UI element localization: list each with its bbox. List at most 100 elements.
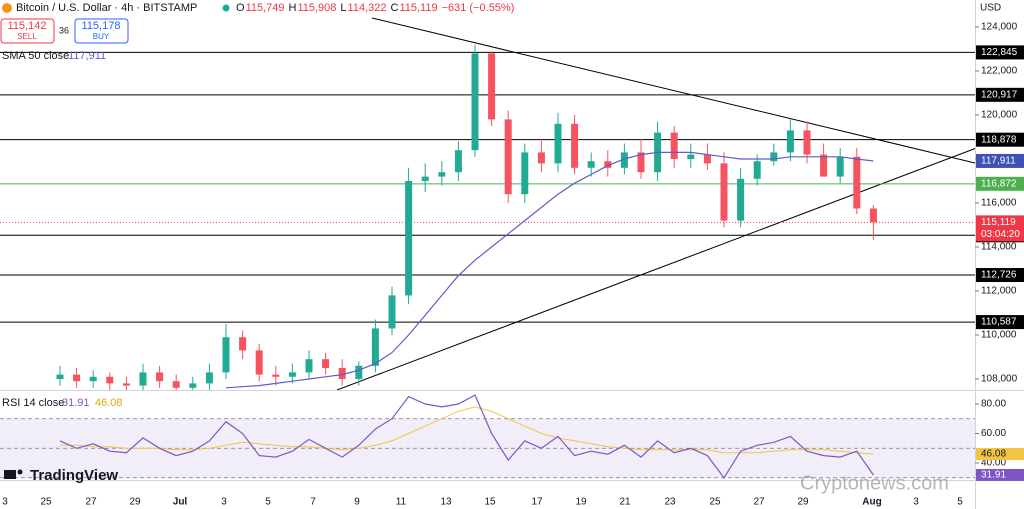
candle-body: [73, 374, 81, 382]
level-label: 112,726: [981, 270, 1017, 281]
candle-body: [670, 132, 678, 159]
trendline-lower: [336, 148, 975, 390]
ohlc-value: 114,322: [348, 2, 387, 14]
ohlc-value: 115,749: [246, 2, 285, 14]
y-tick-label: 116,000: [981, 198, 1017, 209]
level-badge: [976, 268, 1024, 283]
trendline-upper: [371, 17, 975, 164]
candle-body: [720, 163, 728, 221]
time-label: 3: [221, 497, 227, 508]
candle-body: [737, 178, 745, 221]
last-badge: [976, 215, 1024, 242]
rsi-value: 31.91: [62, 397, 90, 409]
sell-label: SELL: [17, 32, 37, 41]
time-label: 27: [753, 497, 765, 508]
candle-body: [803, 130, 811, 155]
time-label: 29: [797, 497, 809, 508]
change: −631 (−0.55%): [442, 2, 515, 14]
ohlc-key: O: [236, 2, 245, 14]
candle-body: [222, 337, 230, 373]
buy-label: BUY: [93, 32, 110, 41]
status-dot: [222, 4, 230, 12]
last-label: 115,119: [981, 217, 1016, 228]
candle-body: [537, 152, 545, 164]
logo-dot: [17, 469, 23, 475]
tradingview-logo: TradingView: [4, 467, 118, 484]
time-label: Aug: [862, 497, 881, 508]
time-label: 23: [664, 497, 676, 508]
candle-body: [853, 156, 861, 209]
time-label: 29: [129, 497, 141, 508]
time-label: 25: [709, 497, 721, 508]
candle-body: [571, 123, 579, 168]
rsi-badge: [976, 448, 1024, 461]
candle-body: [820, 154, 828, 177]
level-label: 110,587: [981, 317, 1017, 328]
price-pane: [0, 17, 975, 390]
time-label: Jul: [173, 497, 188, 508]
time-label: 9: [354, 497, 360, 508]
candle-body: [836, 156, 844, 177]
candle-body: [255, 350, 263, 375]
candle-body: [703, 154, 711, 164]
candle-body: [753, 161, 761, 179]
rsi-label: RSI 14 close: [2, 397, 64, 409]
countdown: 03:04:20: [981, 229, 1020, 240]
rsi-pane: [0, 394, 975, 479]
candle-body: [454, 150, 462, 173]
level-badge: [976, 87, 1024, 102]
time-label: 19: [575, 497, 587, 508]
level-label: 120,917: [981, 89, 1018, 100]
ohlc-key: H: [289, 2, 297, 14]
candle-body: [288, 372, 296, 377]
y-tick-label: 110,000: [981, 330, 1017, 341]
time-label: 11: [396, 497, 407, 508]
candle-body: [305, 359, 313, 373]
candle-body: [89, 376, 97, 382]
ohlc-value: 115,908: [297, 2, 336, 14]
candle-body: [786, 130, 794, 153]
candle-body: [388, 295, 396, 329]
level-badge: [976, 132, 1024, 147]
rsi-line: [59, 394, 874, 479]
y-tick-label: 112,000: [981, 286, 1017, 297]
sma-label: SMA 50 close: [2, 50, 69, 62]
candle-body: [371, 328, 379, 366]
level-badge: [976, 45, 1024, 60]
candle-body: [156, 372, 164, 382]
buy-button[interactable]: [74, 18, 129, 44]
candle-body: [687, 154, 695, 159]
candle-body: [438, 172, 446, 177]
level-badge: [976, 315, 1024, 330]
time-label: 3: [2, 497, 8, 508]
sma-badge: [976, 153, 1024, 168]
sell-button[interactable]: [0, 18, 55, 44]
logo-text: TradingView: [30, 467, 118, 484]
candle-body: [504, 119, 512, 195]
candle-body: [405, 181, 413, 296]
candle-body: [421, 176, 429, 181]
time-label: 13: [440, 497, 452, 508]
time-label: 27: [85, 497, 97, 508]
currency: USD: [980, 3, 1001, 14]
time-label: 3: [913, 497, 919, 508]
rsi-tick-label: 40.00: [981, 458, 1006, 469]
level-label: 118,878: [981, 134, 1017, 145]
candle-body: [521, 152, 529, 195]
time-label: 5: [957, 497, 963, 508]
candle-body: [471, 53, 479, 151]
rsi-tick-label: 80.00: [981, 399, 1006, 410]
y-tick-label: 124,000: [981, 22, 1018, 33]
candle-body: [122, 383, 130, 386]
candle-body: [272, 374, 280, 377]
y-tick-label: 122,000: [981, 66, 1018, 77]
candle-body: [172, 381, 180, 388]
sma-line: [225, 151, 874, 389]
rsi-badge-label: 31.91: [981, 470, 1006, 481]
candle-body: [239, 337, 247, 351]
candle-body: [869, 208, 877, 223]
candle-body: [355, 365, 363, 379]
candle-body: [338, 368, 346, 379]
